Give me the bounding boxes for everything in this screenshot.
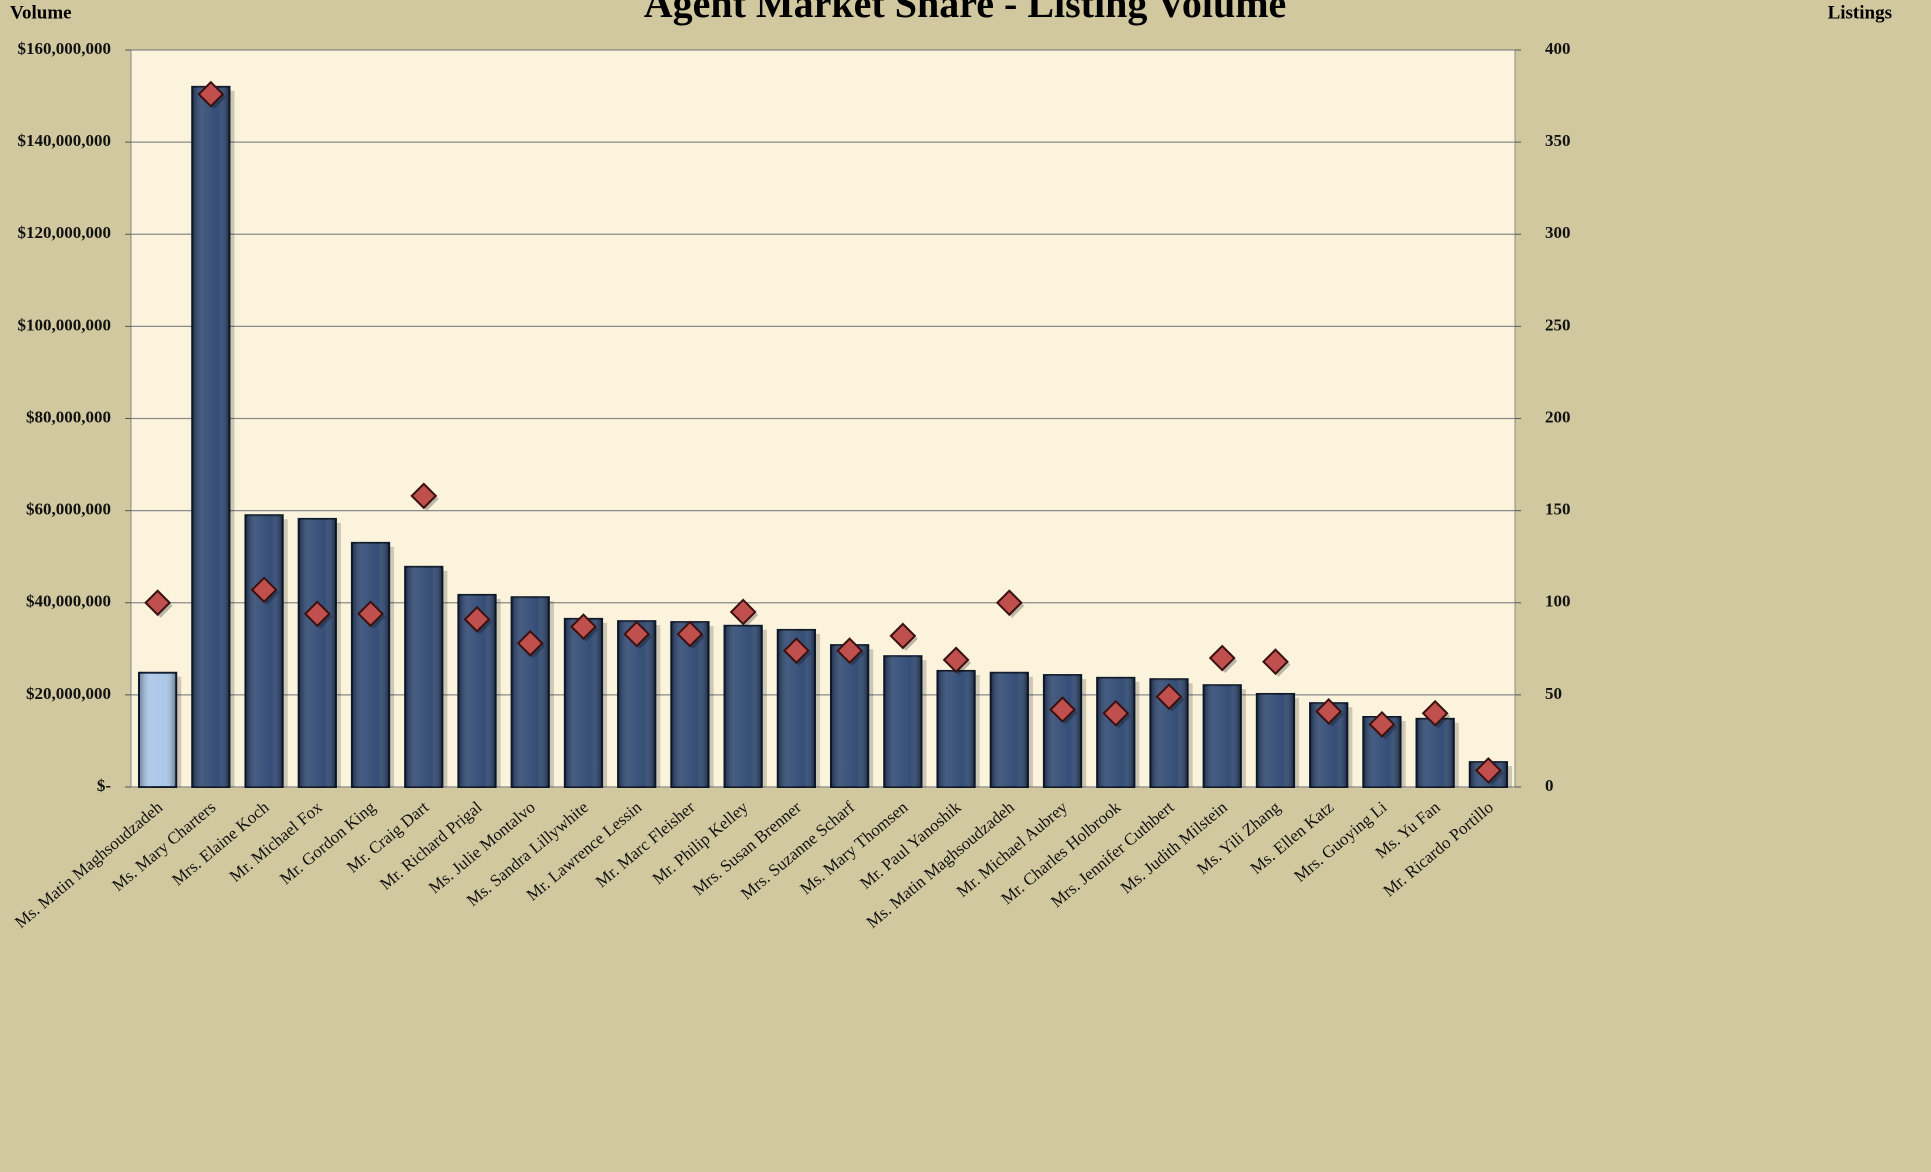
y2-axis-label: Listings (1828, 2, 1892, 23)
marker (676, 620, 704, 648)
x-tick-label: Mrs. Guoying Li (1290, 797, 1390, 885)
marker (1208, 644, 1236, 672)
bar-shade (671, 622, 709, 787)
marker (623, 620, 651, 648)
y-tick-label: $80,000,000 (26, 407, 111, 426)
marker (570, 613, 597, 641)
y2-tick-label: 50 (1545, 684, 1562, 703)
x-tick-label: Mrs. Elaine Koch (168, 797, 273, 889)
marker (729, 598, 757, 626)
y-tick-label: $160,000,000 (18, 39, 112, 58)
y2-tick-label: 350 (1545, 131, 1571, 150)
y-tick-label: $120,000,000 (18, 223, 112, 242)
y2-tick-label: 400 (1545, 39, 1571, 58)
bar-shade (618, 621, 656, 787)
bar-shade (511, 597, 549, 787)
y-tick-label: $40,000,000 (26, 592, 111, 611)
marker (1474, 757, 1502, 784)
bar-shade (351, 542, 390, 787)
bar-shade (245, 515, 283, 787)
marker (995, 589, 1023, 617)
y-tick-label: $20,000,000 (26, 684, 111, 703)
marker (357, 600, 384, 628)
bar-shade (405, 566, 443, 787)
marker (144, 589, 172, 617)
marker (942, 646, 970, 674)
bar-shade (1203, 685, 1241, 787)
marker (1368, 710, 1396, 738)
y2-tick-label: 100 (1545, 592, 1571, 611)
chart-title: Agent Market Share - Listing Volume (644, 0, 1287, 26)
y2-tick-label: 0 (1545, 776, 1554, 795)
bar-shade (138, 672, 177, 787)
y-axis-label: Volume (10, 2, 72, 23)
y-tick-label: $60,000,000 (26, 500, 111, 519)
y-tick-label: $100,000,000 (18, 315, 112, 334)
marker (250, 576, 278, 604)
bar-shade (724, 625, 762, 787)
bar-shade (1416, 718, 1454, 787)
marker (1155, 683, 1183, 711)
bar-shade (1256, 693, 1295, 787)
bar-shade (990, 672, 1028, 787)
marker (303, 600, 331, 628)
marker (889, 622, 917, 650)
bar-shade (1043, 675, 1082, 787)
marker (782, 637, 810, 665)
x-tick-label: Mr. Gordon King (276, 797, 379, 888)
bar-shade (298, 518, 336, 787)
marker (836, 637, 864, 665)
y2-tick-label: 250 (1545, 315, 1571, 334)
marker (1102, 699, 1130, 727)
marker (1421, 699, 1449, 727)
marker (1262, 648, 1289, 676)
bar-shade (830, 645, 869, 787)
y-tick-label: $- (97, 776, 112, 795)
bar-shade (1097, 677, 1135, 787)
marker (197, 80, 225, 108)
marker (463, 605, 491, 633)
bar-shade (192, 86, 230, 788)
marker (410, 482, 438, 510)
bar-shade (884, 656, 922, 787)
marker (516, 629, 544, 657)
y2-tick-label: 150 (1545, 500, 1571, 519)
y2-tick-label: 300 (1545, 223, 1571, 242)
bar-shade (564, 618, 603, 787)
marker (1049, 696, 1076, 724)
marker (1315, 698, 1343, 725)
bar-shade (937, 670, 975, 787)
y-tick-label: $140,000,000 (18, 131, 112, 150)
y2-tick-label: 200 (1545, 407, 1571, 426)
